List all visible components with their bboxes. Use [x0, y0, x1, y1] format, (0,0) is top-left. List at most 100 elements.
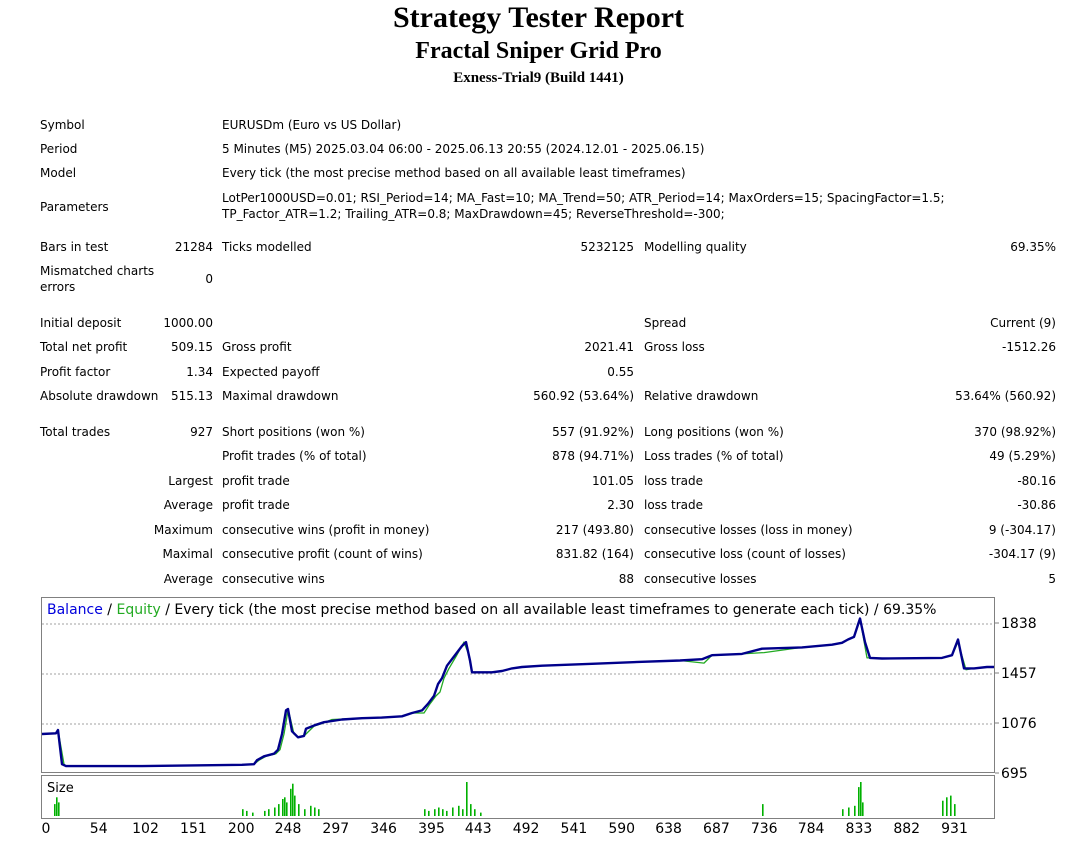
x-axis: 0 54 102 151 200 248 297 346 395 443 492 541 590 638 6…	[42, 821, 968, 837]
max-consecutive-losses-value: 9 (-304.17)	[988, 523, 1056, 537]
x-tick-label: 297	[322, 821, 349, 837]
balance-equity-plot: Balance / Equity / Every tick (the most …	[42, 602, 994, 768]
size-bar	[848, 807, 850, 816]
short-positions-value: 557 (91.92%)	[552, 425, 634, 439]
mismatch-label-2: errors	[40, 280, 76, 294]
gross-loss-label: Gross loss	[644, 340, 705, 354]
size-bar	[858, 787, 860, 816]
maximum-prefix: Maximum	[153, 523, 213, 537]
largest-profit-label: profit trade	[222, 474, 290, 488]
equity-line	[42, 617, 994, 767]
spread-value: Current (9)	[990, 316, 1056, 330]
size-bar	[264, 810, 266, 816]
size-bar	[294, 795, 296, 816]
size-bar	[942, 800, 944, 816]
average-loss-label: loss trade	[644, 498, 703, 512]
largest-loss-label: loss trade	[644, 474, 703, 488]
size-bar	[274, 807, 276, 816]
x-tick-label: 151	[180, 821, 207, 837]
average-profit-label: profit trade	[222, 498, 290, 512]
size-bar	[242, 809, 244, 816]
x-tick-label: 395	[418, 821, 445, 837]
avg-consecutive-losses-value: 5	[1048, 572, 1056, 586]
maximal-consecutive-profit-value: 831.82 (164)	[555, 547, 634, 561]
expected-payoff-value: 0.55	[607, 365, 634, 379]
size-plot: Size	[47, 781, 956, 816]
size-bar	[442, 809, 444, 816]
maximal-consecutive-profit-label: consecutive profit (count of wins)	[222, 547, 423, 561]
size-bar	[446, 810, 448, 816]
short-positions-label: Short positions (won %)	[222, 425, 365, 439]
avg-consecutive-wins-value: 88	[618, 572, 634, 586]
size-bar	[314, 807, 316, 816]
size-bar	[438, 807, 440, 816]
size-bar	[480, 812, 482, 816]
size-bar	[298, 804, 300, 816]
parameters-label: Parameters	[40, 200, 109, 214]
y-tick-label: 695	[1001, 766, 1028, 782]
balance-equity-chart: Balance / Equity / Every tick (the most …	[41, 597, 995, 773]
x-tick-label: 784	[798, 821, 825, 837]
parameters-line-2: TP_Factor_ATR=1.2; Trailing_ATR=0.8; Max…	[222, 207, 725, 221]
deposit-value: 1000.00	[163, 316, 213, 330]
size-bar	[428, 810, 430, 816]
size-bar	[474, 809, 476, 816]
maximal-drawdown-value: 560.92 (53.64%)	[533, 389, 634, 403]
size-bar	[246, 810, 248, 816]
size-bar	[290, 788, 292, 816]
profit-trades-value: 878 (94.71%)	[552, 449, 634, 463]
x-tick-label: 590	[608, 821, 635, 837]
gross-profit-value: 2021.41	[584, 340, 634, 354]
size-bar	[58, 802, 60, 816]
maximal-consecutive-loss-label: consecutive loss (count of losses)	[644, 547, 846, 561]
bars-label: Bars in test	[40, 240, 109, 254]
period-label: Period	[40, 142, 78, 156]
spread-label: Spread	[644, 316, 687, 330]
size-bar	[452, 807, 454, 816]
x-tick-label: 102	[132, 821, 159, 837]
legend-separator: /	[103, 602, 117, 618]
size-bar	[462, 809, 464, 816]
y-axis: 1838 1457 1076 695	[995, 616, 1037, 782]
symbol-label: Symbol	[40, 118, 85, 132]
size-bar	[304, 809, 306, 816]
total-trades-label: Total trades	[40, 425, 111, 439]
x-tick-label: 248	[275, 821, 302, 837]
size-bar	[56, 797, 58, 816]
parameters-line-1: LotPer1000USD=0.01; RSI_Period=14; MA_Fa…	[222, 191, 945, 205]
loss-trades-label: Loss trades (% of total)	[644, 449, 784, 463]
size-bar	[470, 804, 472, 816]
x-tick-label: 54	[90, 821, 108, 837]
size-bar	[842, 809, 844, 816]
model-value: Every tick (the most precise method base…	[222, 166, 686, 180]
size-bar	[278, 804, 280, 816]
size-bar	[424, 809, 426, 816]
profit-factor-label: Profit factor	[40, 365, 111, 379]
mismatch-value: 0	[205, 272, 213, 286]
bars-value: 21284	[174, 240, 213, 254]
x-tick-label: 200	[228, 821, 255, 837]
ticks-label: Ticks modelled	[222, 240, 312, 254]
size-chart: Size	[41, 775, 995, 819]
size-bar	[268, 809, 270, 816]
symbol-value: EURUSDm (Euro vs US Dollar)	[222, 118, 402, 132]
y-tick-label: 1457	[1001, 666, 1037, 682]
legend-description: / Every tick (the most precise method ba…	[161, 602, 937, 618]
period-value: 5 Minutes (M5) 2025.03.04 06:00 - 2025.0…	[222, 142, 705, 156]
legend-equity: Equity	[116, 602, 160, 618]
size-bar	[284, 797, 286, 816]
size-bar	[292, 783, 294, 816]
x-tick-label: 833	[846, 821, 873, 837]
mismatch-label-1: Mismatched charts	[40, 264, 155, 278]
x-tick-label: 492	[513, 821, 540, 837]
profit-factor-value: 1.34	[186, 365, 213, 379]
maximal-consecutive-loss-value: -304.17 (9)	[988, 547, 1056, 561]
model-label: Model	[40, 166, 77, 180]
max-consecutive-wins-label: consecutive wins (profit in money)	[222, 523, 430, 537]
maximal-drawdown-label: Maximal drawdown	[222, 389, 339, 403]
net-profit-label: Total net profit	[40, 340, 128, 354]
size-bar	[318, 809, 320, 816]
size-bar	[854, 805, 856, 816]
y-tick-label: 1838	[1001, 616, 1037, 632]
average-loss-value: -30.86	[1017, 498, 1056, 512]
